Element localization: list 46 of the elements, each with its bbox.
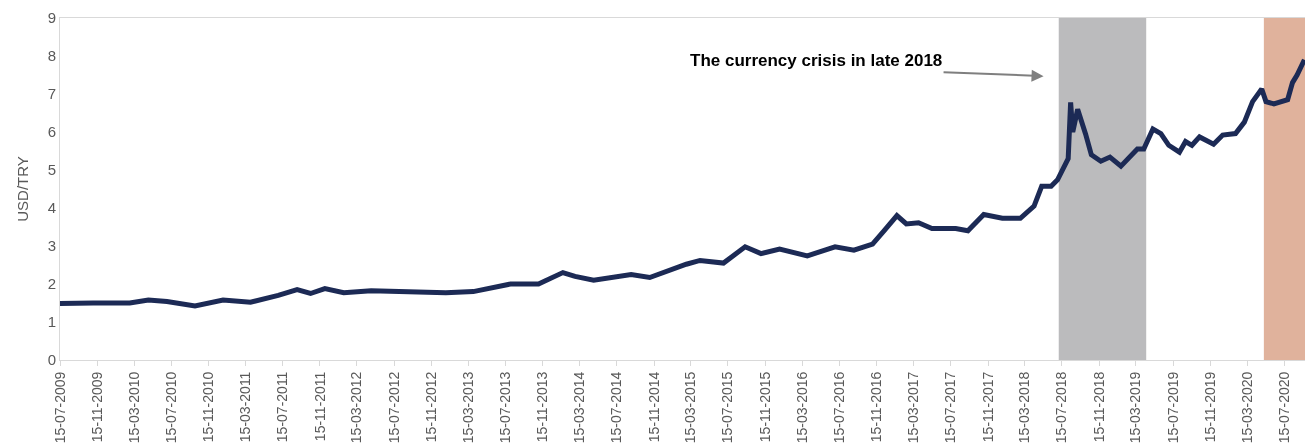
x-tick-label: 15-03-2016 [793, 371, 810, 444]
x-tick-label: 15-11-2014 [645, 371, 662, 443]
x-tick-label: 15-11-2011 [311, 371, 328, 442]
x-tick-label: 15-07-2019 [1164, 371, 1181, 444]
y-tick-label: 0 [47, 351, 56, 369]
x-tick-label: 15-07-2011 [274, 371, 291, 443]
x-tick-label: 15-11-2019 [1202, 371, 1219, 443]
y-tick-label: 2 [47, 275, 56, 293]
y-tick-label: 9 [47, 9, 56, 27]
x-tick-label: 15-07-2018 [1053, 371, 1070, 444]
x-tick-label: 15-11-2010 [200, 371, 217, 443]
x-tick-label: 15-03-2014 [570, 371, 587, 444]
x-tick-label: 15-11-2012 [423, 371, 440, 443]
x-tick-label: 15-11-2015 [756, 371, 773, 443]
x-tick-label: 15-07-2009 [51, 371, 68, 444]
x-tick-label: 15-03-2017 [904, 371, 921, 444]
x-tick-label: 15-03-2015 [682, 371, 699, 444]
x-tick-label: 15-03-2013 [459, 371, 476, 444]
x-tick-label: 15-11-2016 [868, 371, 885, 443]
x-tick-label: 15-07-2017 [942, 371, 959, 444]
y-tick-label: 4 [47, 199, 56, 217]
x-tick-label: 15-11-2009 [89, 371, 106, 443]
x-tick-label: 15-03-2018 [1016, 371, 1033, 444]
x-tick-label: 15-07-2014 [608, 371, 625, 444]
y-tick-label: 3 [47, 237, 56, 255]
x-tick-label: 15-07-2012 [385, 371, 402, 444]
x-tick-label: 15-07-2020 [1276, 371, 1293, 444]
x-tick-label: 15-11-2018 [1090, 371, 1107, 443]
x-tick-label: 15-03-2010 [125, 371, 142, 444]
x-tick-label: 15-11-2017 [979, 371, 996, 443]
x-tick-label: 15-03-2020 [1238, 371, 1255, 444]
x-tick-label: 15-03-2011 [236, 371, 253, 443]
x-tick-label: 15-03-2019 [1127, 371, 1144, 444]
y-tick-label: 6 [47, 123, 56, 141]
y-tick-label: 1 [47, 313, 56, 331]
x-tick-label: 15-07-2015 [719, 371, 736, 444]
x-tick-label: 15-03-2012 [348, 371, 365, 444]
y-tick-label: 8 [47, 47, 56, 65]
annotation: The currency crisis in late 2018 [690, 51, 943, 70]
y-tick-label: 5 [47, 161, 56, 179]
y-axis-title: USD/TRY [13, 156, 31, 222]
x-tick-label: 15-07-2013 [496, 371, 513, 444]
x-tick-label: 15-07-2016 [830, 371, 847, 444]
x-tick-label: 15-11-2013 [534, 371, 551, 443]
x-tick-label: 15-07-2010 [162, 371, 179, 444]
y-tick-label: 7 [47, 85, 56, 103]
